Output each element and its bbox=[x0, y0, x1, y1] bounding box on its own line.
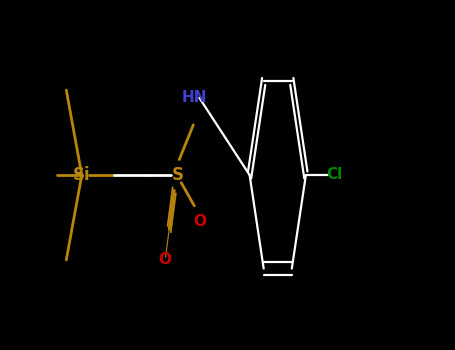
Text: Si: Si bbox=[73, 166, 91, 184]
Text: O: O bbox=[193, 214, 206, 229]
Text: HN: HN bbox=[182, 90, 207, 105]
Text: S: S bbox=[171, 166, 183, 184]
Text: O: O bbox=[159, 252, 172, 267]
Text: Cl: Cl bbox=[326, 168, 342, 182]
